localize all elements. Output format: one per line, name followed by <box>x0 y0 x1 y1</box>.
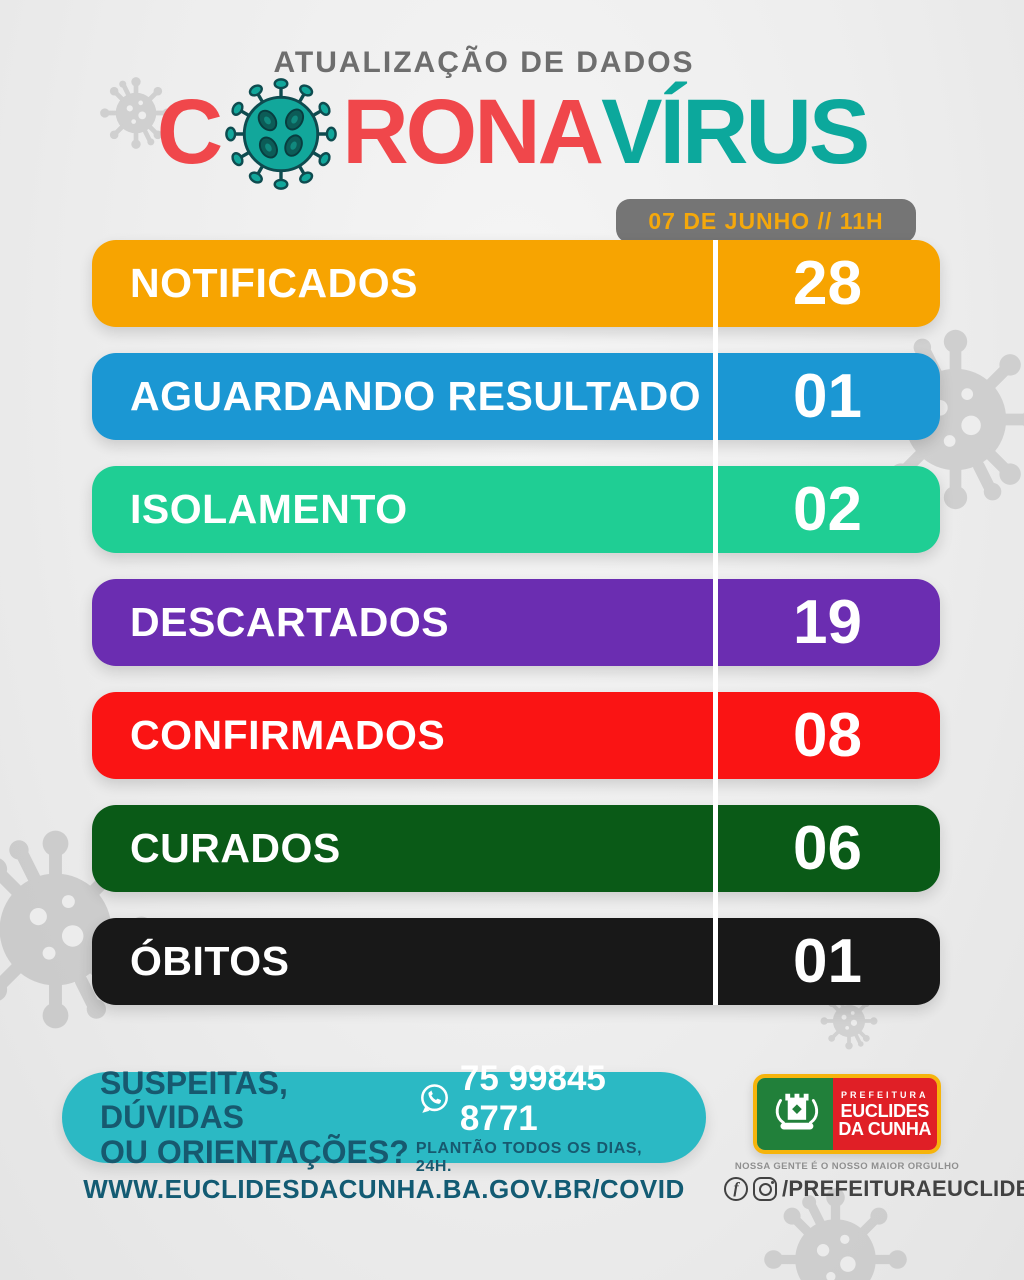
stat-label: ISOLAMENTO <box>130 486 408 532</box>
page-title: C <box>0 74 1024 190</box>
stat-value: 02 <box>793 475 862 544</box>
column-divider <box>713 240 718 1005</box>
city-logo-green-panel <box>757 1078 833 1150</box>
coronavirus-icon <box>225 78 338 190</box>
logo-city-line2: DA CUNHA <box>838 1119 932 1139</box>
logo-city-line1: EUCLIDES <box>840 1100 930 1121</box>
city-crest-icon <box>775 1093 818 1130</box>
stat-label: CURADOS <box>130 825 341 871</box>
website-url: WWW.EUCLIDESDACUNHA.BA.GOV.BR/COVID <box>83 1174 685 1204</box>
date-badge: 07 DE JUNHO // 11H <box>616 199 916 243</box>
subtitle: ATUALIZAÇÃO DE DADOS <box>273 46 695 79</box>
phone-number: 75 99845 8771 <box>459 1059 606 1138</box>
contact-question-line2: OU ORIENTAÇÕES? <box>100 1133 409 1170</box>
stat-value: 19 <box>793 588 862 657</box>
title-virus: VÍRUS <box>601 81 870 183</box>
city-logo-red-panel: PREFEITURA EUCLIDES DA CUNHA <box>832 1078 937 1150</box>
social-row: f /PREFEITURAEUCLIDES <box>724 1176 1024 1202</box>
header: ATUALIZAÇÃO DE DADOS C <box>0 46 1024 190</box>
stat-label: AGUARDANDO RESULTADO <box>130 373 702 419</box>
stat-row-notificados: NOTIFICADOS 28 <box>92 240 940 327</box>
stat-row-isolamento: ISOLAMENTO 02 <box>92 466 940 553</box>
stat-label: NOTIFICADOS <box>130 260 418 306</box>
stat-value: 01 <box>793 362 862 431</box>
facebook-icon: f <box>724 1177 748 1201</box>
stat-row-obitos: ÓBITOS 01 <box>92 918 940 1005</box>
title-letter-c: C <box>156 81 223 183</box>
stat-row-aguardando: AGUARDANDO RESULTADO 01 <box>92 353 940 440</box>
stat-row-confirmados: CONFIRMADOS 08 <box>92 692 940 779</box>
stat-label: ÓBITOS <box>130 938 290 984</box>
stat-row-curados: CURADOS 06 <box>92 805 940 892</box>
stat-row-descartados: DESCARTADOS 19 <box>92 579 940 666</box>
social-handle: /PREFEITURAEUCLIDES <box>782 1176 1024 1201</box>
contact-phone-block: 75 99845 8771 PLANTÃO TODOS OS DIAS, 24H… <box>416 1059 676 1176</box>
contact-hours: PLANTÃO TODOS OS DIAS, 24H. <box>415 1140 643 1175</box>
city-logo: PREFEITURA EUCLIDES DA CUNHA <box>753 1074 941 1154</box>
title-rona: RONA <box>342 81 604 183</box>
logo-prefeitura-label: PREFEITURA <box>841 1089 929 1100</box>
stat-value: 08 <box>793 701 862 770</box>
stat-value: 06 <box>793 814 862 883</box>
contact-question: SUSPEITAS, DÚVIDAS OU ORIENTAÇÕES? <box>100 1064 416 1170</box>
stat-value: 01 <box>793 927 862 996</box>
stat-label: DESCARTADOS <box>130 599 450 645</box>
stat-label: CONFIRMADOS <box>130 712 446 758</box>
whatsapp-icon <box>420 1084 448 1113</box>
stat-value: 28 <box>793 249 862 318</box>
contact-pill: SUSPEITAS, DÚVIDAS OU ORIENTAÇÕES? 75 99… <box>62 1059 706 1175</box>
city-slogan: NOSSA GENTE É O NOSSO MAIOR ORGULHO <box>734 1161 960 1172</box>
instagram-icon <box>753 1177 777 1201</box>
contact-question-line1: SUSPEITAS, DÚVIDAS <box>100 1064 288 1136</box>
